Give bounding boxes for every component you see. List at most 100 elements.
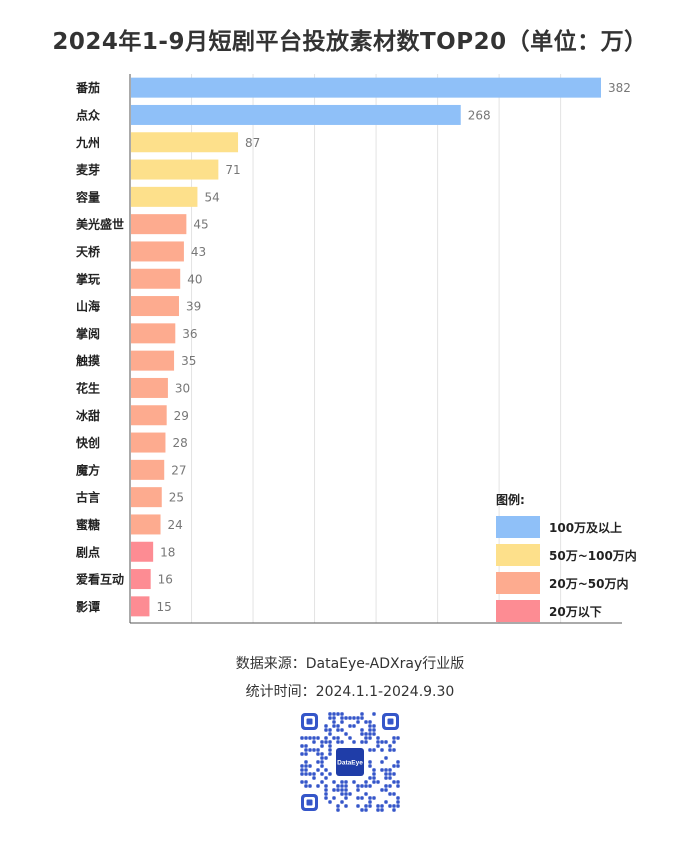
qr-module <box>384 768 388 772</box>
chart-title: 2024年1-9月短剧平台投放素材数TOP20（单位：万） <box>52 29 648 55</box>
qr-module <box>308 784 312 788</box>
qr-module <box>304 744 308 748</box>
qr-center-logo: DataEye <box>334 746 366 778</box>
qr-module <box>372 796 376 800</box>
qr-module <box>356 784 360 788</box>
value-label: 40 <box>187 272 202 286</box>
qr-module <box>340 800 344 804</box>
value-label: 15 <box>156 600 171 614</box>
category-label: 容量 <box>75 189 100 204</box>
bar-九州 <box>131 132 239 153</box>
qr-module <box>384 784 388 788</box>
category-label: 美光盛世 <box>76 217 124 232</box>
bar-容量 <box>131 186 198 207</box>
bar-影谭 <box>131 596 150 617</box>
qr-module <box>396 780 400 784</box>
value-label: 87 <box>245 136 260 150</box>
qr-module <box>392 780 396 784</box>
qr-module <box>392 748 396 752</box>
category-label: 九州 <box>75 135 100 150</box>
bar-掌阅 <box>131 323 176 344</box>
qr-module <box>328 712 332 716</box>
value-label: 268 <box>468 108 491 122</box>
qr-module <box>376 740 380 744</box>
qr-module <box>368 796 372 800</box>
qr-module <box>316 768 320 772</box>
qr-module <box>308 772 312 776</box>
qr-module <box>368 720 372 724</box>
category-label: 魔方 <box>76 462 100 477</box>
qr-module <box>332 720 336 724</box>
bar-剧点 <box>131 541 154 562</box>
qr-module <box>368 736 372 740</box>
qr-module <box>380 748 384 752</box>
qr-module <box>396 800 400 804</box>
qr-module <box>312 740 316 744</box>
qr-module <box>324 756 328 760</box>
qr-module <box>352 724 356 728</box>
qr-module <box>380 740 384 744</box>
category-label: 点众 <box>76 107 101 122</box>
qr-module <box>336 712 340 716</box>
qr-module <box>320 740 324 744</box>
source-info: 数据来源：DataEye-ADXray行业版 统计时间：2024.1.1-202… <box>0 650 700 706</box>
qr-module <box>364 784 368 788</box>
qr-module <box>368 804 372 808</box>
qr-module <box>316 752 320 756</box>
bar-蜜糖 <box>131 514 161 535</box>
qr-module <box>304 752 308 756</box>
value-label: 35 <box>181 354 196 368</box>
qr-module <box>376 808 380 812</box>
qr-logo-text: DataEye <box>337 760 363 767</box>
category-label: 影谭 <box>76 599 100 614</box>
qr-module <box>336 788 340 792</box>
value-label: 45 <box>193 218 208 232</box>
qr-module <box>328 744 332 748</box>
qr-module <box>336 808 340 812</box>
qr-module <box>328 732 332 736</box>
qr-module <box>372 748 376 752</box>
qr-code: DataEye <box>300 712 400 812</box>
legend-item-tier3: 20万~50万内 <box>496 571 637 595</box>
qr-module <box>324 776 328 780</box>
bar-触摸 <box>131 350 175 371</box>
bar-爱看互动 <box>131 569 151 590</box>
value-label: 25 <box>169 491 184 505</box>
qr-module <box>320 772 324 776</box>
qr-module <box>336 804 340 808</box>
value-label: 36 <box>182 327 197 341</box>
qr-module <box>312 776 316 780</box>
qr-module <box>304 736 308 740</box>
qr-module <box>320 752 324 756</box>
qr-module <box>368 776 372 780</box>
qr-module <box>320 764 324 768</box>
qr-module <box>340 720 344 724</box>
qr-finder-bottom-left <box>301 794 318 811</box>
qr-module <box>328 748 332 752</box>
qr-module <box>328 716 332 720</box>
category-label: 掌玩 <box>76 271 100 286</box>
labels: 番茄 382 点众 268 九州 87 麦芽 71 容量 54 美光盛世 45 天桥 43 掌玩 40 山海 39… <box>75 80 631 614</box>
category-label: 触摸 <box>76 353 101 368</box>
qr-module <box>332 736 336 740</box>
qr-module <box>312 736 316 740</box>
qr-module <box>304 760 308 764</box>
qr-module <box>344 792 348 796</box>
qr-module <box>396 796 400 800</box>
qr-module <box>324 736 328 740</box>
qr-module <box>344 716 348 720</box>
qr-module <box>392 764 396 768</box>
qr-module <box>340 716 344 720</box>
qr-module <box>372 732 376 736</box>
qr-module <box>324 788 328 792</box>
category-label: 花生 <box>76 380 100 395</box>
qr-module <box>392 740 396 744</box>
qr-module <box>328 752 332 756</box>
category-label: 掌阅 <box>76 326 100 341</box>
qr-module <box>384 756 388 760</box>
value-label: 54 <box>204 190 219 204</box>
qr-module <box>300 768 304 772</box>
qr-finder-top-right <box>382 713 399 730</box>
category-label: 天桥 <box>76 244 101 259</box>
qr-module <box>340 740 344 744</box>
